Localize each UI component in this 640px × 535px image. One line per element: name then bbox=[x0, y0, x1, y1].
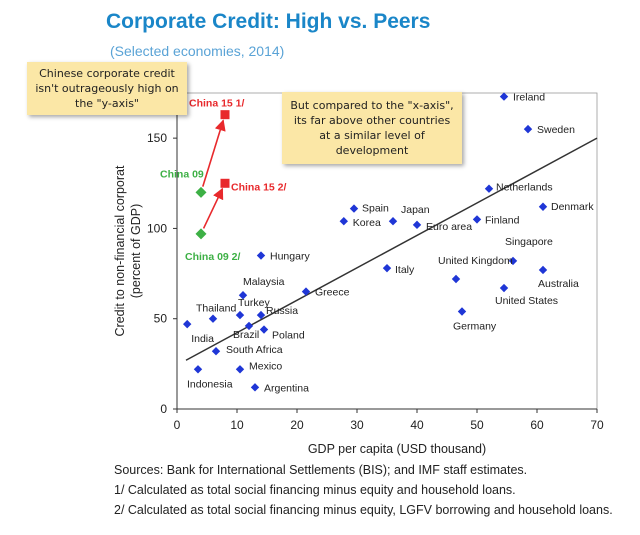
data-point bbox=[538, 265, 548, 275]
data-point bbox=[499, 92, 509, 101]
point-label: Hungary bbox=[270, 251, 310, 263]
source-footnote-1: 1/ Calculated as total social financing … bbox=[114, 483, 516, 497]
annotation-note-right: But compared to the "x-axis", its far ab… bbox=[282, 92, 462, 164]
data-point bbox=[412, 220, 422, 230]
trend-line bbox=[185, 137, 598, 361]
data-point bbox=[183, 319, 192, 329]
x-axis-title: GDP per capita (USD thousand) bbox=[308, 442, 486, 456]
china-point bbox=[220, 110, 230, 120]
data-point bbox=[388, 217, 398, 226]
x-tick-label: 30 bbox=[350, 418, 364, 432]
point-label: Malaysia bbox=[243, 276, 285, 288]
point-label: Brazil bbox=[233, 329, 259, 341]
data-point bbox=[538, 202, 548, 211]
data-point bbox=[208, 314, 218, 323]
chart-subtitle: (Selected economies, 2014) bbox=[110, 43, 285, 59]
y-tick-label: 100 bbox=[147, 221, 167, 235]
china-point bbox=[220, 178, 230, 188]
data-point bbox=[211, 347, 221, 356]
point-label: Euro area bbox=[426, 221, 472, 233]
china-label: China 09 bbox=[160, 168, 204, 180]
data-point bbox=[256, 310, 266, 320]
source-line: Sources: Bank for International Settleme… bbox=[114, 463, 528, 477]
china-arrow bbox=[202, 187, 224, 229]
data-point bbox=[250, 383, 260, 392]
point-label: India bbox=[191, 333, 214, 345]
point-label: Germany bbox=[453, 320, 497, 332]
arrow-group bbox=[202, 119, 226, 229]
point-label: Finland bbox=[485, 214, 520, 226]
data-point bbox=[457, 307, 467, 316]
point-label: Italy bbox=[395, 264, 415, 276]
data-point bbox=[472, 215, 482, 224]
data-point bbox=[301, 287, 311, 296]
point-label: Indonesia bbox=[187, 378, 233, 390]
source-footnote-2: 2/ Calculated as total social financing … bbox=[114, 503, 613, 517]
annotation-note-left: Chinese corporate credit isn't outrageou… bbox=[27, 62, 187, 115]
china-point bbox=[195, 186, 207, 198]
data-point bbox=[235, 365, 245, 374]
data-point bbox=[238, 291, 248, 300]
data-point bbox=[523, 124, 533, 134]
data-point bbox=[244, 321, 254, 331]
x-tick-label: 0 bbox=[174, 418, 181, 432]
point-label: United Kingdom bbox=[438, 255, 513, 267]
data-point bbox=[235, 310, 245, 320]
trend-line-group bbox=[185, 137, 598, 361]
y-axis-title-line1: Credit to non-financial corporat bbox=[113, 165, 127, 336]
china-arrow bbox=[202, 119, 226, 187]
data-point bbox=[256, 251, 266, 260]
point-label: United States bbox=[495, 295, 558, 307]
y-tick-label: 0 bbox=[160, 402, 167, 416]
data-point bbox=[451, 274, 461, 284]
x-tick-label: 40 bbox=[410, 418, 424, 432]
china-point bbox=[195, 228, 207, 240]
point-label: Sweden bbox=[537, 124, 575, 136]
x-tick-label: 10 bbox=[230, 418, 244, 432]
point-labels: Ireland Sweden Netherlands Denmark Spain Japa… bbox=[160, 92, 594, 395]
sources-block: Sources: Bank for International Settleme… bbox=[114, 460, 613, 520]
point-label: Poland bbox=[272, 330, 305, 342]
point-label: Australia bbox=[538, 278, 579, 290]
point-label: Japan bbox=[401, 204, 430, 216]
axes: 0 10 20 30 40 50 60 70 0 50 100 150 GDP per capita (… bbox=[113, 93, 604, 456]
point-label: Thailand bbox=[196, 303, 236, 315]
point-label: Denmark bbox=[551, 201, 594, 213]
point-label: Spain bbox=[362, 203, 389, 215]
point-label: Argentina bbox=[264, 382, 309, 394]
y-axis-title-line2: (percent of GDP) bbox=[129, 204, 143, 298]
point-label: South Africa bbox=[226, 344, 283, 356]
data-point bbox=[508, 256, 518, 266]
point-label: Turkey bbox=[238, 297, 270, 309]
point-label: Ireland bbox=[513, 92, 545, 104]
x-tick-label: 70 bbox=[590, 418, 604, 432]
china-label: China 09 2/ bbox=[185, 251, 241, 263]
china-label: China 15 2/ bbox=[231, 181, 287, 193]
y-tick-label: 50 bbox=[154, 312, 168, 326]
data-points bbox=[183, 92, 548, 392]
scatter-chart: 0 10 20 30 40 50 60 70 0 50 100 150 GDP per capita (… bbox=[113, 92, 604, 456]
point-label: Russia bbox=[266, 305, 298, 317]
data-point bbox=[349, 204, 359, 213]
data-point bbox=[193, 365, 203, 374]
x-tick-label: 50 bbox=[470, 418, 484, 432]
data-point bbox=[382, 263, 392, 273]
china-label: China 15 1/ bbox=[189, 98, 245, 110]
data-point bbox=[259, 325, 269, 334]
point-label: Korea bbox=[353, 217, 381, 229]
data-point bbox=[499, 283, 509, 293]
point-label: Singapore bbox=[505, 236, 553, 248]
data-point bbox=[484, 184, 494, 193]
point-label: Netherlands bbox=[496, 182, 553, 194]
point-label: Greece bbox=[315, 287, 350, 299]
chart-title: Corporate Credit: High vs. Peers bbox=[106, 10, 431, 33]
data-point bbox=[339, 217, 348, 226]
x-tick-label: 60 bbox=[530, 418, 544, 432]
y-tick-label: 150 bbox=[147, 131, 167, 145]
point-label: Mexico bbox=[249, 360, 282, 372]
x-tick-label: 20 bbox=[290, 418, 304, 432]
